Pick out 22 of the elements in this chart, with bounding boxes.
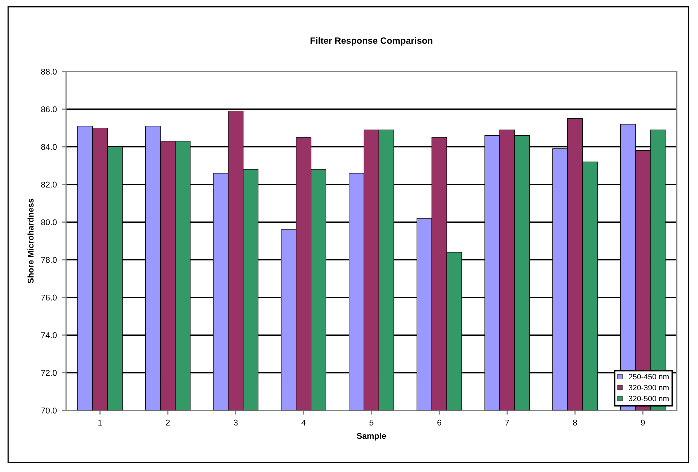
y-axis-title: Shore Microhardness	[28, 198, 34, 284]
y-tick-label: 86.0	[41, 106, 57, 112]
x-axis-title: Sample	[357, 432, 386, 441]
y-tick-label: 70.0	[41, 408, 57, 414]
x-tick-label: 5	[370, 420, 374, 426]
y-tick-label: 88.0	[41, 68, 57, 75]
x-tick-label: 9	[641, 420, 646, 426]
x-tick-label: 4	[302, 420, 306, 426]
y-tick-label: 72.0	[41, 370, 57, 376]
y-tick-label: 84.0	[41, 144, 57, 150]
x-tick-label: 7	[506, 420, 510, 426]
y-tick-label: 82.0	[41, 182, 57, 188]
y-tick-label: 74.0	[41, 332, 57, 338]
y-tick-label: 80.0	[41, 220, 57, 226]
x-tick-label: 6	[438, 420, 442, 426]
y-tick-label: 76.0	[41, 294, 57, 301]
x-tick-label: 3	[234, 420, 238, 426]
chart-title: Filter Response Comparison	[310, 37, 433, 46]
y-tick-label: 78.0	[41, 257, 57, 264]
x-tick-label: 8	[573, 420, 578, 426]
x-tick-label: 2	[166, 420, 170, 426]
x-tick-label: 1	[98, 420, 102, 426]
